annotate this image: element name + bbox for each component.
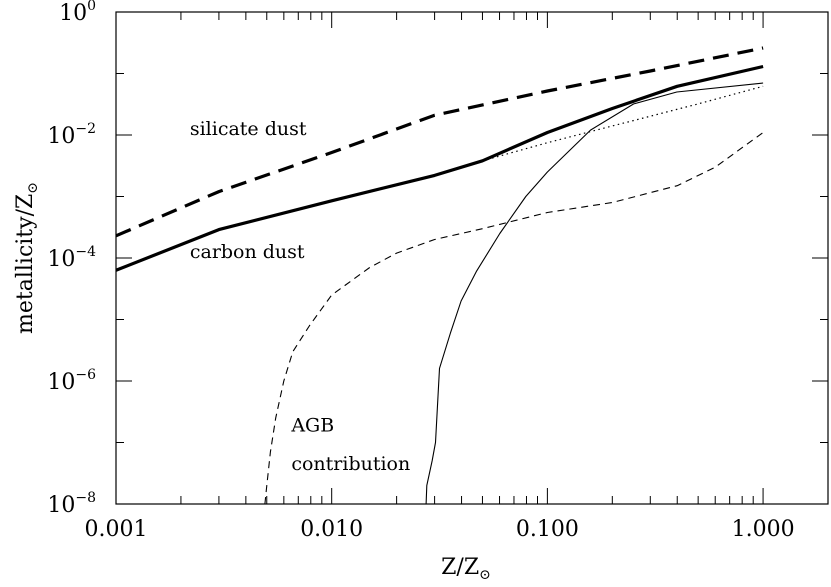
y-tick-base: 10 [59, 1, 87, 26]
y-tick-exponent: −8 [75, 490, 96, 506]
annotation-label: AGB [290, 415, 334, 437]
x-tick-label: 0.001 [85, 517, 148, 542]
y-tick-base: 10 [47, 247, 75, 272]
x-tick-label: 0.100 [516, 517, 579, 542]
annotation-label: silicate dust [190, 118, 307, 140]
series-layer [115, 46, 764, 505]
x-tick-label: 0.010 [300, 517, 363, 542]
y-tick-base: 10 [47, 370, 75, 395]
x-axis-label: Z/Z⊙ [441, 555, 491, 582]
y-tick-label: 10−4 [47, 244, 96, 272]
y-axis-label-subscript: ⊙ [25, 182, 41, 194]
y-tick-label: 10−6 [47, 367, 96, 395]
plot-frame [115, 11, 829, 505]
y-tick-exponent: −4 [75, 244, 96, 260]
series-line-thin-solid [425, 82, 764, 505]
x-axis-label-main: Z/Z [441, 555, 479, 580]
y-tick-label: 10−2 [47, 121, 96, 149]
x-axis-label-subscript: ⊙ [479, 567, 491, 582]
annotation-label: carbon dust [190, 241, 305, 263]
x-tick-label: 1.000 [732, 517, 795, 542]
y-tick-exponent: −2 [75, 121, 96, 137]
annotation-label: contribution [291, 453, 410, 475]
y-axis-label-main: metallicity/Z [13, 194, 38, 334]
series-line-thin-dashed [264, 132, 764, 505]
y-tick-base: 10 [47, 493, 75, 518]
series-line-thick-solid [115, 64, 764, 272]
y-tick-label: 10−8 [47, 490, 96, 518]
y-tick-exponent: 0 [87, 0, 96, 14]
y-axis-label: metallicity/Z⊙ [13, 182, 41, 334]
y-tick-label: 100 [59, 0, 96, 26]
y-tick-base: 10 [47, 124, 75, 149]
y-tick-exponent: −6 [75, 367, 96, 383]
labels-layer: 0.001 0.010 0.100 1.00010−810−610−410−2100s… [47, 0, 794, 542]
series-line-thick-dashed [115, 46, 764, 238]
series-line-dotted [482, 85, 764, 162]
